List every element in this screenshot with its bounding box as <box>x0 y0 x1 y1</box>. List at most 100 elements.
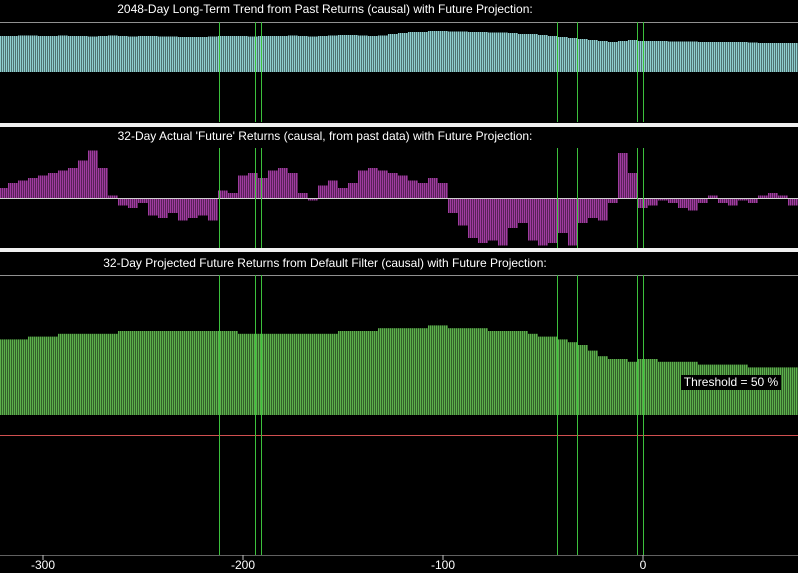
bar <box>658 361 668 415</box>
bar <box>288 35 298 72</box>
bar <box>388 328 398 415</box>
bar <box>298 193 308 198</box>
bar <box>58 35 68 72</box>
bar <box>578 198 588 223</box>
bar <box>208 36 218 72</box>
bar <box>108 35 118 72</box>
bar <box>568 198 578 246</box>
bar <box>698 198 708 203</box>
bar <box>18 180 28 198</box>
bar <box>558 339 568 415</box>
bar <box>418 328 428 415</box>
annotation-box <box>681 375 781 390</box>
bar <box>288 173 298 198</box>
bar <box>618 359 628 415</box>
bar <box>298 333 308 415</box>
bar <box>428 178 438 198</box>
bar <box>528 333 538 415</box>
bar <box>468 32 478 72</box>
bar <box>478 198 488 243</box>
bar <box>658 198 668 201</box>
bar <box>668 198 678 203</box>
bar <box>448 328 458 415</box>
bar <box>28 35 38 72</box>
bar <box>678 41 688 72</box>
bar <box>238 36 248 72</box>
bar <box>128 198 138 208</box>
bar <box>788 198 798 206</box>
bar <box>698 42 708 72</box>
bar <box>168 331 178 415</box>
bar <box>728 198 738 206</box>
bar <box>558 198 568 233</box>
bar <box>488 32 498 72</box>
bar <box>398 175 408 198</box>
bar <box>738 198 748 201</box>
bar <box>198 331 208 415</box>
bar <box>318 333 328 415</box>
bar <box>658 41 668 72</box>
bar <box>68 168 78 198</box>
bar <box>538 198 548 246</box>
bar <box>378 328 388 415</box>
bar <box>378 35 388 72</box>
bar <box>118 198 128 206</box>
bar <box>328 333 338 415</box>
bar <box>328 35 338 72</box>
bar <box>248 173 258 198</box>
bar <box>708 195 718 198</box>
bar <box>98 36 108 72</box>
bar <box>648 359 658 415</box>
bar <box>778 43 788 72</box>
bar <box>308 198 318 201</box>
bar <box>428 325 438 415</box>
bar <box>568 342 578 415</box>
bar <box>78 333 88 415</box>
bar <box>398 33 408 72</box>
bar <box>58 333 68 415</box>
bar <box>768 367 778 415</box>
bar <box>278 36 288 72</box>
x-tick-label: -300 <box>31 558 55 572</box>
bar <box>458 198 468 226</box>
bar <box>8 36 18 72</box>
bar <box>608 42 618 72</box>
bar <box>288 333 298 415</box>
panel-title: 32-Day Actual 'Future' Returns (causal, … <box>118 129 533 143</box>
bar <box>628 173 638 198</box>
bar <box>448 31 458 72</box>
bar <box>188 331 198 415</box>
bar <box>428 31 438 72</box>
bar <box>218 190 228 198</box>
bar <box>368 168 378 198</box>
bar <box>718 42 728 72</box>
bar <box>508 331 518 415</box>
bar <box>758 43 768 72</box>
bar <box>298 36 308 72</box>
bar <box>438 183 448 198</box>
bar <box>528 198 538 241</box>
bar <box>718 198 728 203</box>
bar <box>618 153 628 198</box>
bar <box>598 198 608 221</box>
bar <box>608 359 618 415</box>
bar <box>208 198 218 221</box>
bar <box>248 36 258 72</box>
bar <box>278 333 288 415</box>
bar <box>218 36 228 72</box>
x-tick-label: 0 <box>640 558 647 572</box>
bar <box>258 178 268 198</box>
bar <box>748 198 758 203</box>
bar <box>688 198 698 211</box>
bar <box>168 198 178 213</box>
bar <box>578 345 588 415</box>
bar <box>268 333 278 415</box>
bar <box>458 31 468 72</box>
bar <box>208 331 218 415</box>
bar <box>608 198 618 203</box>
bar <box>318 36 328 72</box>
bar <box>18 339 28 415</box>
bar <box>478 32 488 72</box>
